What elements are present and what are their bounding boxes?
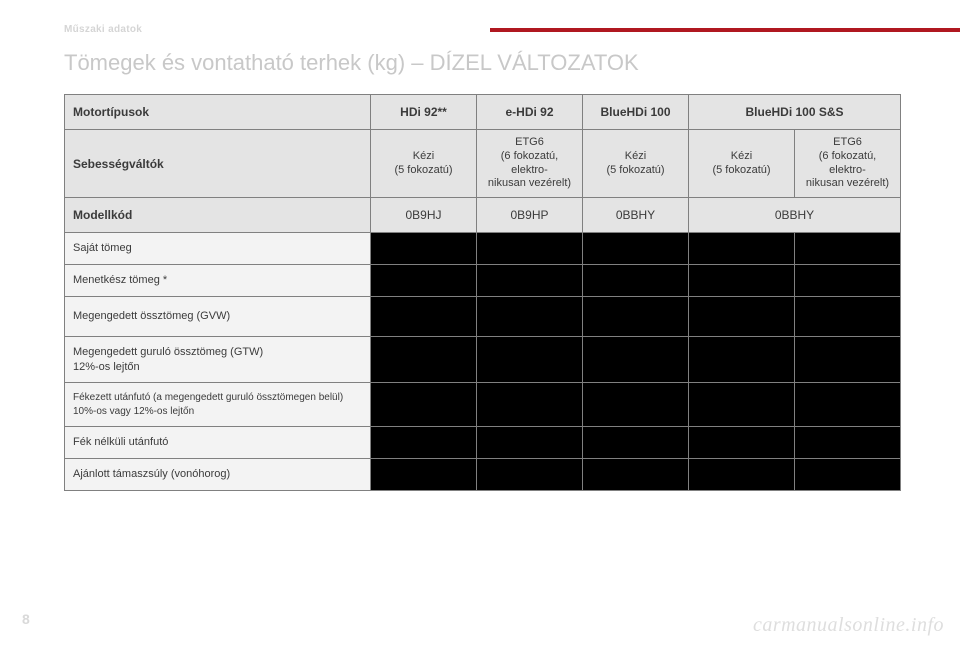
data-cell-blackout [371,383,477,427]
gearbox-3: Kézi(5 fokozatú) [689,130,795,198]
page-title: Tömegek és vontatható terhek (kg) – DÍZE… [64,50,639,76]
page-number: 8 [22,611,30,627]
modelcode-1: 0B9HP [477,198,583,233]
data-cell-blackout [477,296,583,336]
data-cell-blackout [583,296,689,336]
row-label: Fék nélküli utánfutó [65,427,371,459]
row-label: Saját tömeg [65,233,371,265]
data-cell-blackout [795,427,901,459]
data-cell-blackout [583,383,689,427]
row-gearboxes: Sebességváltók Kézi(5 fokozatú) ETG6(6 f… [65,130,901,198]
accent-bar [490,28,960,32]
row-engine-types: Motortípusok HDi 92** e-HDi 92 BlueHDi 1… [65,95,901,130]
data-cell-blackout [477,427,583,459]
modelcode-0: 0B9HJ [371,198,477,233]
row-header-model-code: Modellkód [65,198,371,233]
data-cell-blackout [371,427,477,459]
data-cell-blackout [477,336,583,383]
col-engine-1: e-HDi 92 [477,95,583,130]
modelcode-3: 0BBHY [689,198,901,233]
table-row: Megengedett össztömeg (GVW) [65,296,901,336]
row-label: Megengedett guruló össztömeg (GTW)12%-os… [65,336,371,383]
data-cell-blackout [371,296,477,336]
section-label: Műszaki adatok [64,24,142,35]
row-label: Menetkész tömeg * [65,264,371,296]
data-cell-blackout [583,233,689,265]
data-cell-blackout [583,459,689,491]
col-engine-0: HDi 92** [371,95,477,130]
data-cell-blackout [371,233,477,265]
table-row: Menetkész tömeg * [65,264,901,296]
col-engine-3: BlueHDi 100 S&S [689,95,901,130]
row-label: Ajánlott támaszsúly (vonóhorog) [65,459,371,491]
data-cell-blackout [477,233,583,265]
data-cell-blackout [689,427,795,459]
data-cell-blackout [583,336,689,383]
gearbox-0: Kézi(5 fokozatú) [371,130,477,198]
gearbox-2: Kézi(5 fokozatú) [583,130,689,198]
data-cell-blackout [689,264,795,296]
row-model-codes: Modellkód 0B9HJ 0B9HP 0BBHY 0BBHY [65,198,901,233]
table-row: Megengedett guruló össztömeg (GTW)12%-os… [65,336,901,383]
data-cell-blackout [689,383,795,427]
col-engine-2: BlueHDi 100 [583,95,689,130]
data-cell-blackout [689,336,795,383]
watermark-text: carmanualsonline.info [753,614,944,637]
data-cell-blackout [689,233,795,265]
weights-table-wrap: Motortípusok HDi 92** e-HDi 92 BlueHDi 1… [64,94,896,491]
row-header-gearboxes: Sebességváltók [65,130,371,198]
row-label: Megengedett össztömeg (GVW) [65,296,371,336]
data-cell-blackout [477,383,583,427]
data-cell-blackout [689,459,795,491]
data-cell-blackout [371,459,477,491]
modelcode-2: 0BBHY [583,198,689,233]
weights-table: Motortípusok HDi 92** e-HDi 92 BlueHDi 1… [64,94,901,491]
data-cell-blackout [795,296,901,336]
table-row: Ajánlott támaszsúly (vonóhorog) [65,459,901,491]
data-cell-blackout [371,264,477,296]
row-header-engine-types: Motortípusok [65,95,371,130]
table-row: Fék nélküli utánfutó [65,427,901,459]
gearbox-4: ETG6(6 fokozatú, elektro-nikusan vezérel… [795,130,901,198]
table-row: Saját tömeg [65,233,901,265]
data-cell-blackout [477,264,583,296]
data-cell-blackout [689,296,795,336]
table-body: Saját tömegMenetkész tömeg *Megengedett … [65,233,901,491]
table-row: Fékezett utánfutó (a megengedett guruló … [65,383,901,427]
data-cell-blackout [477,459,583,491]
data-cell-blackout [795,264,901,296]
data-cell-blackout [795,233,901,265]
data-cell-blackout [795,336,901,383]
table-head: Motortípusok HDi 92** e-HDi 92 BlueHDi 1… [65,95,901,233]
data-cell-blackout [795,383,901,427]
data-cell-blackout [583,264,689,296]
data-cell-blackout [795,459,901,491]
row-label: Fékezett utánfutó (a megengedett guruló … [65,383,371,427]
data-cell-blackout [371,336,477,383]
data-cell-blackout [583,427,689,459]
gearbox-1: ETG6(6 fokozatú, elektro-nikusan vezérel… [477,130,583,198]
